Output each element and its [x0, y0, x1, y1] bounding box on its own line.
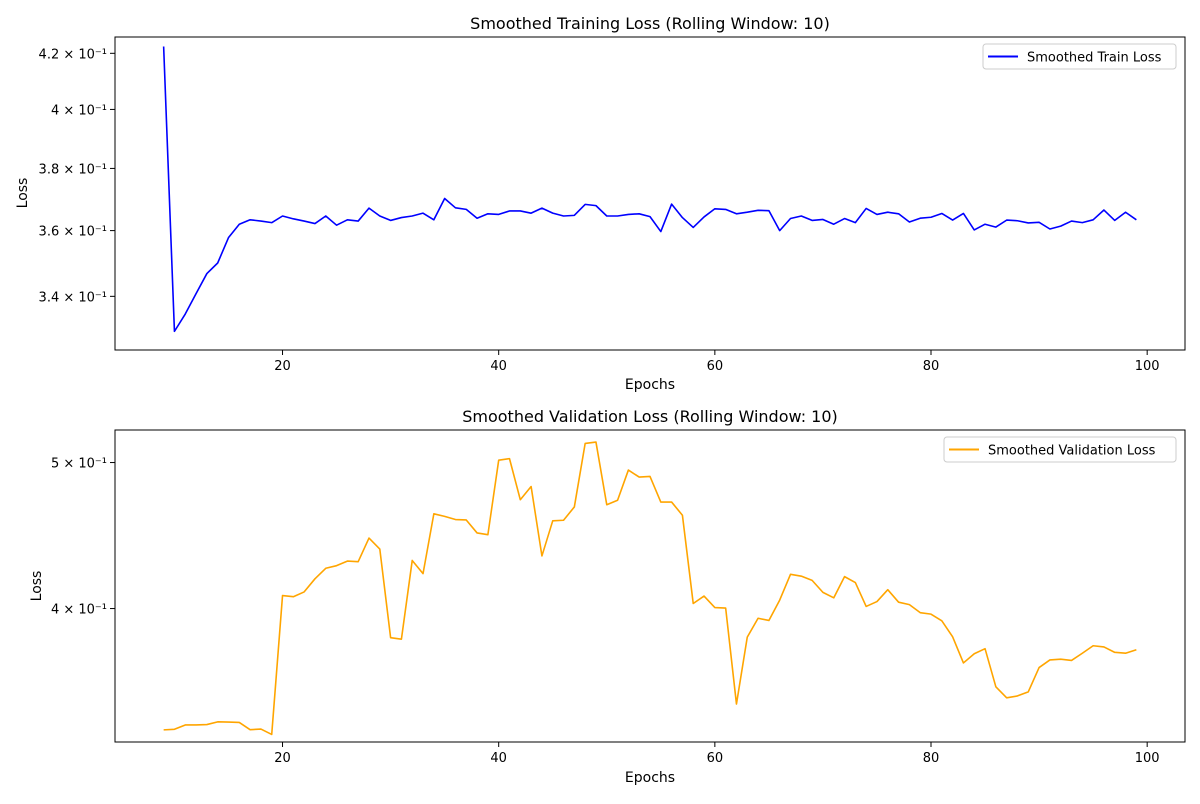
x-tick-label: 60 — [707, 359, 724, 374]
plot-frame — [114, 36, 1186, 351]
chart-title: Smoothed Validation Loss (Rolling Window… — [462, 407, 838, 426]
x-axis-label: Epochs — [625, 377, 675, 393]
plot-frame — [114, 429, 1186, 743]
legend-label: Smoothed Validation Loss — [988, 444, 1156, 459]
legend-box — [982, 43, 1177, 70]
y-axis-label: Loss — [29, 571, 45, 602]
y-axis-label: Loss — [15, 178, 31, 209]
x-tick-label: 100 — [1135, 359, 1160, 374]
x-tick-label: 80 — [923, 751, 940, 766]
y-tick-label: 4 × 10⁻¹ — [51, 603, 107, 618]
x-tick-label: 60 — [707, 751, 724, 766]
series-line — [163, 441, 1137, 736]
y-tick-label: 4 × 10⁻¹ — [51, 103, 107, 118]
x-tick-label: 40 — [490, 359, 507, 374]
x-tick-label: 100 — [1135, 751, 1160, 766]
y-tick-label: 4.2 × 10⁻¹ — [39, 47, 107, 62]
legend-box — [943, 436, 1177, 463]
x-axis-label: Epochs — [625, 770, 675, 786]
y-tick-label: 3.4 × 10⁻¹ — [39, 290, 107, 305]
x-tick-label: 40 — [490, 751, 507, 766]
y-tick-label: 3.6 × 10⁻¹ — [39, 225, 107, 240]
y-tick-label: 3.8 × 10⁻¹ — [39, 162, 107, 177]
series-line — [162, 46, 1137, 333]
validation-loss-chart: Smoothed Validation Loss (Rolling Window… — [29, 407, 1186, 786]
x-tick-label: 20 — [274, 751, 291, 766]
x-tick-label: 80 — [923, 359, 940, 374]
chart-title: Smoothed Training Loss (Rolling Window: … — [470, 14, 830, 33]
y-tick-label: 5 × 10⁻¹ — [51, 457, 107, 472]
x-tick-label: 20 — [274, 359, 291, 374]
training-loss-chart: Smoothed Training Loss (Rolling Window: … — [15, 14, 1186, 393]
legend-label: Smoothed Train Loss — [1027, 51, 1162, 66]
